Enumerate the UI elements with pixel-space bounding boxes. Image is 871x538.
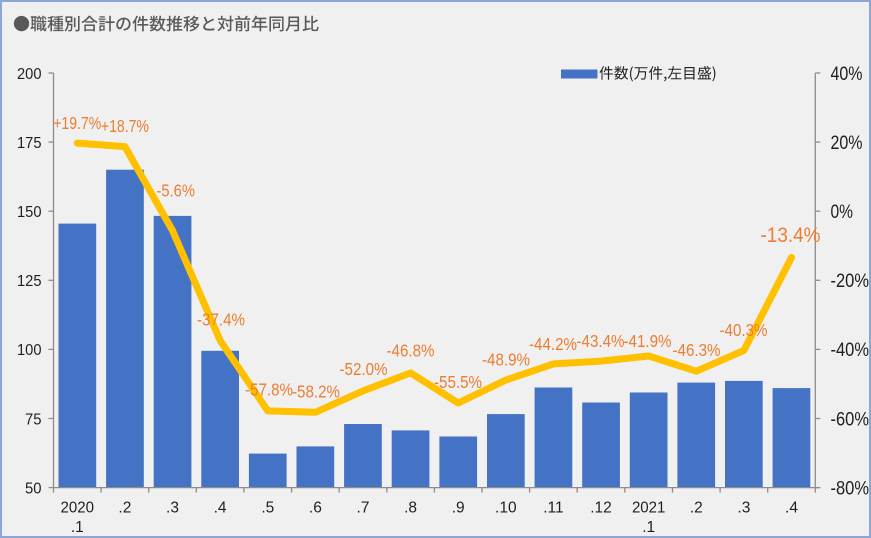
- svg-text:-52.0%: -52.0%: [340, 359, 388, 379]
- svg-text:+19.7%: +19.7%: [53, 113, 101, 133]
- svg-text:-41.9%: -41.9%: [624, 331, 672, 351]
- svg-text:40%: 40%: [831, 64, 863, 85]
- svg-text:.8: .8: [404, 499, 417, 516]
- svg-text:-58.2%: -58.2%: [292, 381, 340, 401]
- svg-text:.2: .2: [118, 499, 131, 516]
- svg-text:.6: .6: [309, 499, 322, 516]
- svg-text:-37.4%: -37.4%: [197, 309, 245, 329]
- svg-text:-44.2%: -44.2%: [529, 334, 577, 354]
- svg-text:.11: .11: [543, 499, 563, 516]
- svg-text:.5: .5: [261, 499, 274, 516]
- svg-text:-20%: -20%: [831, 271, 870, 292]
- svg-text:-13.4%: -13.4%: [761, 224, 821, 247]
- svg-text:50: 50: [25, 480, 42, 497]
- svg-text:2020: 2020: [61, 499, 95, 516]
- svg-text:2021: 2021: [632, 499, 666, 516]
- svg-text:100: 100: [17, 342, 42, 359]
- svg-text:-46.3%: -46.3%: [673, 340, 721, 360]
- svg-text:75: 75: [25, 411, 42, 428]
- svg-text:-80%: -80%: [831, 478, 870, 499]
- svg-text:.7: .7: [357, 499, 370, 516]
- svg-text:-46.8%: -46.8%: [387, 340, 435, 360]
- svg-text:-40.3%: -40.3%: [720, 320, 768, 340]
- svg-text:175: 175: [17, 135, 42, 152]
- svg-text:0%: 0%: [831, 202, 854, 223]
- svg-text:.3: .3: [166, 499, 179, 516]
- svg-text:+18.7%: +18.7%: [101, 116, 149, 136]
- svg-text:.12: .12: [590, 499, 612, 516]
- svg-text:.4: .4: [785, 499, 798, 516]
- svg-text:-48.9%: -48.9%: [482, 349, 530, 369]
- svg-text:-60%: -60%: [831, 409, 870, 430]
- svg-text:.1: .1: [642, 519, 655, 536]
- svg-text:.9: .9: [452, 499, 465, 516]
- svg-text:.1: .1: [71, 519, 84, 536]
- svg-text:.10: .10: [495, 499, 517, 516]
- svg-text:-55.5%: -55.5%: [434, 372, 482, 392]
- svg-text:200: 200: [17, 66, 42, 83]
- svg-text:-57.8%: -57.8%: [245, 379, 293, 399]
- svg-text:150: 150: [17, 204, 42, 221]
- svg-text:.3: .3: [737, 499, 750, 516]
- svg-text:125: 125: [17, 273, 42, 290]
- svg-text:-40%: -40%: [831, 340, 870, 361]
- svg-text:.2: .2: [690, 499, 703, 516]
- svg-text:.4: .4: [214, 499, 227, 516]
- svg-text:20%: 20%: [831, 133, 863, 154]
- svg-text:-43.4%: -43.4%: [577, 331, 625, 351]
- svg-text:-5.6%: -5.6%: [156, 180, 195, 200]
